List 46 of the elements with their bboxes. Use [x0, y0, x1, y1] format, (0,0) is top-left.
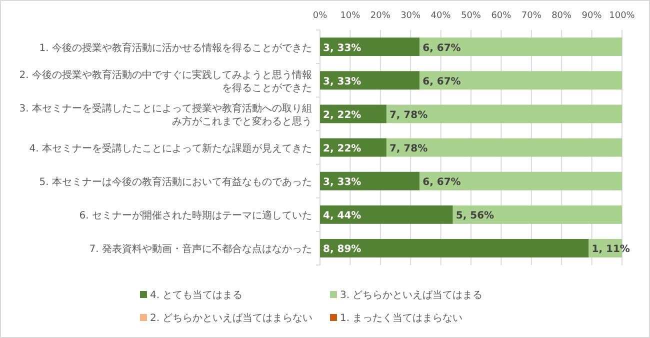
legend-label: 2. どちらかといえば当てはまらない	[150, 312, 313, 324]
data-label: 2, 22%	[323, 110, 362, 121]
y-tick-label: 2. 今後の授業や教育活動の中ですぐに実践してみようと思う情報を得ることができた	[19, 68, 312, 94]
bar	[320, 38, 420, 56]
data-label: 6, 67%	[422, 177, 461, 188]
bar	[386, 138, 622, 157]
y-tick-label: 1. 今後の授業や教育活動に活かせる情報を得ることができた	[39, 42, 312, 54]
bar	[320, 205, 453, 224]
x-tick-label: 50%	[460, 11, 482, 21]
data-label: 7, 78%	[389, 110, 428, 121]
y-tick-label: 7. 発表資料や動画・音声に不都合な点はなかった	[89, 243, 312, 256]
bar	[320, 238, 589, 258]
data-label: 3, 33%	[323, 76, 362, 88]
data-label: 3, 33%	[323, 42, 362, 54]
bar	[386, 104, 622, 124]
x-tick-label: 60%	[491, 11, 512, 21]
bar	[320, 172, 420, 190]
x-tick-label: 100%	[609, 11, 636, 21]
x-tick-label: 30%	[400, 11, 422, 21]
x-tick-label: 90%	[582, 11, 602, 21]
bar	[420, 38, 622, 56]
legend-label: 3. どちらかといえば当てはまる	[340, 289, 483, 301]
bar	[320, 71, 420, 90]
data-label: 5, 56%	[456, 210, 494, 222]
data-label: 7, 78%	[389, 144, 428, 154]
x-tick-label: 70%	[521, 11, 542, 21]
data-label: 8, 89%	[323, 244, 362, 256]
y-tick-label: 6. セミナーが開催された時期はテーマに適していた	[79, 210, 312, 222]
data-label: 6, 67%	[422, 42, 461, 54]
bar	[420, 172, 622, 190]
y-tick-label: 5. 本セミナーは今後の教育活動において有益なものであった	[39, 176, 312, 188]
data-label: 3, 33%	[323, 177, 362, 188]
x-tick-label: 20%	[370, 11, 391, 21]
x-tick-label: 80%	[552, 11, 572, 21]
x-tick-label: 40%	[430, 11, 452, 21]
bar	[420, 71, 622, 90]
x-tick-label: 10%	[340, 11, 361, 21]
legend-label: 4. とても当てはまる	[150, 289, 243, 301]
y-tick-label: 3. 本セミナーを受講したことによって授業や教育活動への取り組み方がこれまでと変わると思う	[19, 102, 312, 128]
y-tick-label: 4. 本セミナーを受講したことによって新たな課題が見えてきた	[29, 142, 312, 154]
data-label: 4, 44%	[323, 210, 362, 222]
bar	[452, 205, 622, 224]
x-tick-label: 0%	[312, 11, 328, 21]
data-label: 6, 67%	[422, 76, 461, 88]
legend-label: 1. まったく当てはまらない	[340, 312, 463, 324]
data-label: 2, 22%	[323, 144, 362, 154]
